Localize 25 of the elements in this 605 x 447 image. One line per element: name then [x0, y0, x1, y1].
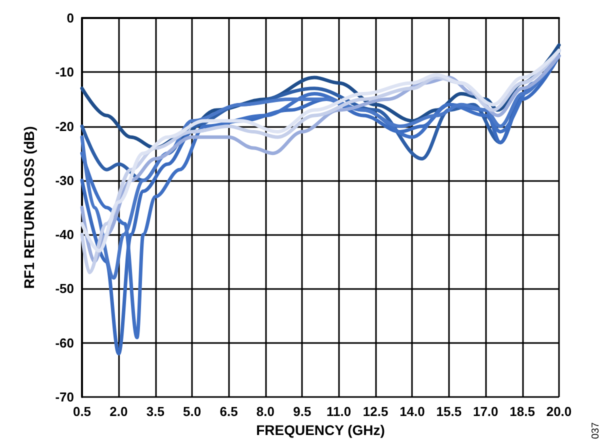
- y-tick-label: -70: [55, 390, 74, 404]
- y-tick-label: -10: [55, 64, 74, 80]
- y-tick-label: -20: [55, 118, 74, 134]
- x-tick-label: 12.5: [362, 404, 388, 419]
- x-tick-label: 14.0: [400, 404, 425, 419]
- x-tick-label: 20.0: [546, 404, 572, 419]
- y-tick-label: -50: [55, 281, 74, 296]
- y-tick-label: -60: [55, 335, 74, 350]
- x-tick-label: 5.0: [183, 404, 202, 419]
- x-tick-label: 18.5: [510, 404, 535, 419]
- x-tick-label: 8.0: [256, 404, 274, 419]
- y-tick-label: 0: [66, 10, 74, 26]
- x-axis-title: FREQUENCY (GHz): [256, 422, 385, 438]
- y-axis-title: RF1 RETURN LOSS (dB): [21, 126, 37, 289]
- y-tick-label: -30: [55, 172, 74, 188]
- x-tick-label: 17.0: [472, 404, 498, 419]
- y-tick-label: -40: [55, 227, 74, 242]
- x-tick-label: 11.0: [326, 404, 352, 419]
- x-tick-label: 15.5: [436, 404, 462, 419]
- text: 037: [590, 422, 602, 439]
- x-tick-label: 2.0: [110, 404, 128, 419]
- x-tick-label: 0.5: [72, 404, 92, 419]
- x-tick-label: 6.5: [220, 404, 238, 419]
- x-tick-label: 9.5: [293, 404, 312, 419]
- x-tick-label: 3.5: [146, 404, 164, 419]
